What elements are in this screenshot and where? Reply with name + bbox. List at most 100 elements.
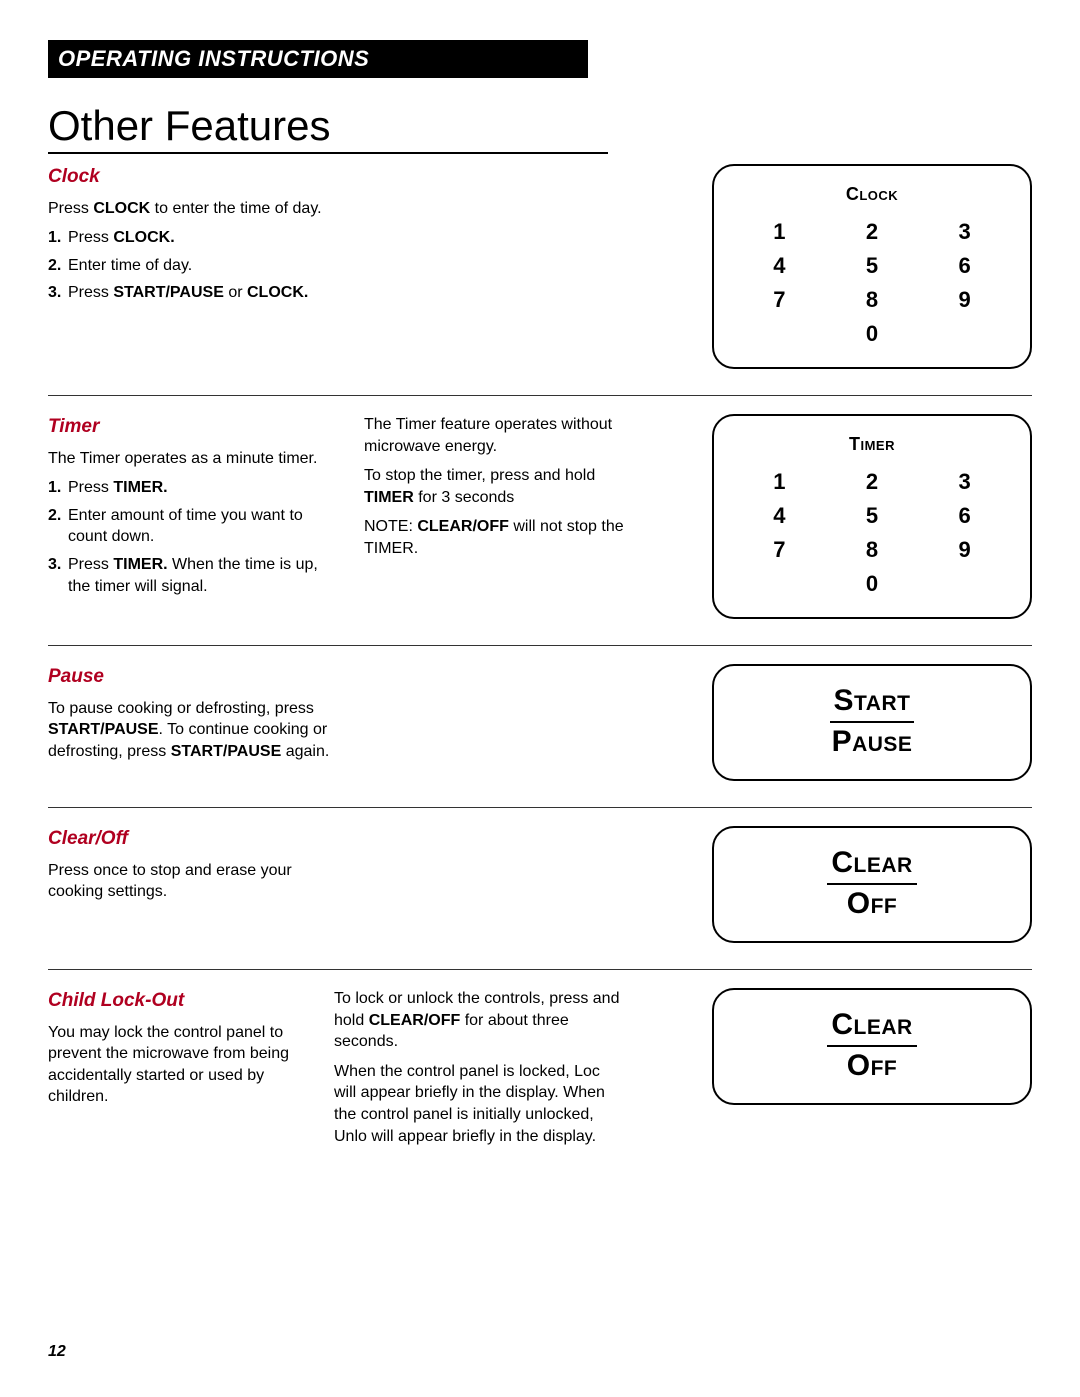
clear-label-2: Clear — [827, 1008, 916, 1047]
clock-keypad: 1 2 3 4 5 6 7 8 9 0 — [744, 219, 1000, 347]
clearoff-col1: Clear/Off Press once to stop and erase y… — [48, 826, 338, 943]
timer-panel: Timer 1 2 3 4 5 6 7 8 9 0 — [712, 414, 1032, 619]
pause-col1: Pause To pause cooking or defrosting, pr… — [48, 664, 348, 781]
key-8: 8 — [866, 287, 878, 313]
off-label-2: Off — [744, 1049, 1000, 1084]
clock-step-1: Press CLOCK. — [48, 227, 338, 249]
pause-heading: Pause — [48, 664, 348, 690]
key-4: 4 — [773, 503, 785, 529]
clearoff-panel-col: Clear Off — [712, 826, 1032, 943]
clock-intro: Press CLOCK to enter the time of day. — [48, 198, 338, 220]
pause-panel: Start Pause — [712, 664, 1032, 781]
timer-keypad: 1 2 3 4 5 6 7 8 9 0 — [744, 469, 1000, 597]
timer-col2: The Timer feature operates without micro… — [364, 414, 634, 619]
clock-heading: Clock — [48, 164, 338, 190]
section-pause: Pause To pause cooking or defrosting, pr… — [48, 664, 1032, 781]
timer-heading: Timer — [48, 414, 338, 440]
clock-step3-post: or — [224, 284, 247, 301]
clock-panel-title: Clock — [744, 184, 1000, 205]
childlock-panel: Clear Off — [712, 988, 1032, 1105]
timer-step1-bold: TIMER. — [113, 479, 167, 496]
timer-c2-p3: NOTE: CLEAR/OFF will not stop the TIMER. — [364, 516, 634, 559]
timer-c2-p1: The Timer feature operates without micro… — [364, 414, 634, 457]
pause-text-cols: Pause To pause cooking or defrosting, pr… — [48, 664, 692, 781]
clearoff-p1: Press once to stop and erase your cookin… — [48, 860, 338, 903]
timer-step1-pre: Press — [68, 479, 113, 496]
pause-panel-col: Start Pause — [712, 664, 1032, 781]
clock-step1-pre: Press — [68, 229, 113, 246]
clock-intro-pre: Press — [48, 200, 93, 217]
section-timer: Timer The Timer operates as a minute tim… — [48, 414, 1032, 619]
clock-step2-pre: Enter time of day. — [68, 257, 192, 274]
clock-steps: Press CLOCK. Enter time of day. Press ST… — [48, 227, 338, 304]
timer-steps: Press TIMER. Enter amount of time you wa… — [48, 477, 338, 597]
page-title: Other Features — [48, 102, 608, 154]
childlock-panel-col: Clear Off — [712, 988, 1032, 1155]
childlock-col2: To lock or unlock the controls, press an… — [334, 988, 624, 1155]
page-number: 12 — [48, 1343, 66, 1361]
divider-2 — [48, 645, 1032, 646]
key-1: 1 — [773, 219, 785, 245]
divider-4 — [48, 969, 1032, 970]
key-3: 3 — [959, 469, 971, 495]
timer-text-cols: Timer The Timer operates as a minute tim… — [48, 414, 692, 619]
timer-step2-pre: Enter amount of time you want to count d… — [68, 507, 303, 546]
clock-step1-bold: CLOCK. — [113, 229, 174, 246]
timer-c2-p3-bold: CLEAR/OFF — [417, 518, 509, 535]
childlock-c1-p1: You may lock the control panel to preven… — [48, 1022, 308, 1108]
divider-1 — [48, 395, 1032, 396]
clock-step3-bold2: CLOCK. — [247, 284, 308, 301]
timer-step-3: Press TIMER. When the time is up, the ti… — [48, 554, 338, 597]
key-9: 9 — [959, 287, 971, 313]
clock-intro-post: to enter the time of day. — [150, 200, 321, 217]
key-9: 9 — [959, 537, 971, 563]
key-1: 1 — [773, 469, 785, 495]
clearoff-col2 — [364, 826, 634, 943]
pause-p1-post: again. — [281, 743, 329, 760]
pause-label: Pause — [744, 725, 1000, 760]
clock-step-3: Press START/PAUSE or CLOCK. — [48, 282, 338, 304]
childlock-heading: Child Lock-Out — [48, 988, 308, 1014]
timer-col1: Timer The Timer operates as a minute tim… — [48, 414, 338, 619]
pause-p1-b1: START/PAUSE — [48, 721, 159, 738]
childlock-c2-p2: When the control panel is locked, Loc wi… — [334, 1061, 624, 1147]
timer-c2-p3-pre: NOTE: — [364, 518, 417, 535]
clock-panel: Clock 1 2 3 4 5 6 7 8 9 0 — [712, 164, 1032, 369]
clearoff-heading: Clear/Off — [48, 826, 338, 852]
divider-3 — [48, 807, 1032, 808]
pause-p1-b2: START/PAUSE — [171, 743, 282, 760]
clock-step3-bold: START/PAUSE — [113, 284, 224, 301]
key-4: 4 — [773, 253, 785, 279]
section-clock: Clock Press CLOCK to enter the time of d… — [48, 164, 1032, 369]
start-label: Start — [830, 684, 915, 723]
header-bar: OPERATING INSTRUCTIONS — [48, 40, 588, 78]
key-0: 0 — [866, 321, 878, 347]
pause-p1-pre: To pause cooking or defrosting, press — [48, 700, 314, 717]
section-clearoff: Clear/Off Press once to stop and erase y… — [48, 826, 1032, 943]
key-3: 3 — [959, 219, 971, 245]
key-6: 6 — [959, 253, 971, 279]
key-6: 6 — [959, 503, 971, 529]
key-5: 5 — [866, 503, 878, 529]
pause-p1: To pause cooking or defrosting, press ST… — [48, 698, 348, 763]
childlock-text-cols: Child Lock-Out You may lock the control … — [48, 988, 692, 1155]
timer-panel-col: Timer 1 2 3 4 5 6 7 8 9 0 — [712, 414, 1032, 619]
off-label: Off — [744, 887, 1000, 922]
key-7: 7 — [773, 537, 785, 563]
timer-c2-p2: To stop the timer, press and hold TIMER … — [364, 465, 634, 508]
timer-c2-p2-pre: To stop the timer, press and hold — [364, 467, 595, 484]
childlock-c2-p1: To lock or unlock the controls, press an… — [334, 988, 624, 1053]
key-7: 7 — [773, 287, 785, 313]
clock-col2 — [364, 164, 634, 369]
key-0: 0 — [866, 571, 878, 597]
timer-intro: The Timer operates as a minute timer. — [48, 448, 338, 470]
clock-step-2: Enter time of day. — [48, 255, 338, 277]
section-childlock: Child Lock-Out You may lock the control … — [48, 988, 1032, 1155]
clear-label: Clear — [827, 846, 916, 885]
childlock-col1: Child Lock-Out You may lock the control … — [48, 988, 308, 1155]
page: OPERATING INSTRUCTIONS Other Features Cl… — [0, 0, 1080, 1397]
key-8: 8 — [866, 537, 878, 563]
clearoff-text-cols: Clear/Off Press once to stop and erase y… — [48, 826, 692, 943]
timer-panel-title: Timer — [744, 434, 1000, 455]
timer-step-2: Enter amount of time you want to count d… — [48, 505, 338, 548]
